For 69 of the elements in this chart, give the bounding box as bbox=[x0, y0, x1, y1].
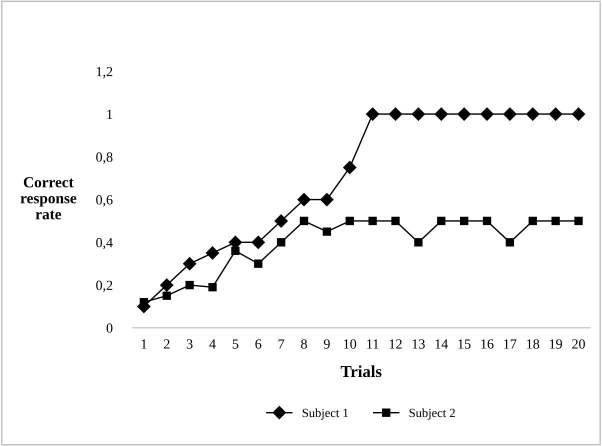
point bbox=[482, 216, 492, 226]
point bbox=[391, 216, 400, 226]
point bbox=[274, 214, 288, 228]
point bbox=[183, 257, 196, 270]
point bbox=[320, 192, 334, 206]
x-tick-label: 10 bbox=[344, 339, 356, 349]
point bbox=[366, 108, 380, 121]
x-tick-label: 12 bbox=[390, 339, 402, 349]
x-tick-label: 5 bbox=[232, 339, 238, 349]
y-axis-title: Correct response rate bbox=[20, 177, 76, 220]
point bbox=[208, 283, 217, 292]
x-tick-label: 13 bbox=[412, 339, 425, 349]
legend-label: Subject 1 bbox=[302, 408, 348, 420]
point bbox=[574, 216, 583, 226]
x-tick-label: 8 bbox=[301, 339, 307, 349]
x-tick-label: 11 bbox=[367, 339, 378, 349]
point bbox=[231, 246, 240, 256]
point bbox=[414, 238, 423, 246]
x-tick-label: 6 bbox=[255, 339, 262, 349]
x-tick-label: 7 bbox=[278, 339, 284, 349]
x-tick-label: 4 bbox=[209, 339, 216, 349]
y-tick-label: 0 bbox=[106, 323, 112, 333]
point bbox=[528, 216, 537, 226]
point bbox=[254, 260, 262, 268]
point bbox=[228, 236, 242, 249]
x-tick-label: 16 bbox=[481, 339, 494, 349]
point bbox=[412, 108, 425, 121]
x-tick-label: 19 bbox=[550, 339, 562, 349]
point bbox=[160, 278, 174, 292]
point bbox=[551, 216, 560, 226]
point bbox=[460, 216, 468, 226]
x-tick-label: 2 bbox=[164, 339, 170, 349]
y-tick-label: 0,6 bbox=[96, 195, 113, 207]
point bbox=[343, 160, 356, 174]
point bbox=[549, 108, 562, 121]
point bbox=[322, 227, 332, 236]
point bbox=[276, 238, 286, 246]
x-tick-label: 1 bbox=[142, 339, 147, 349]
x-tick-label: 17 bbox=[504, 339, 516, 349]
point bbox=[458, 108, 471, 121]
y-tick-label: 0,4 bbox=[96, 238, 113, 250]
x-tick-label: 15 bbox=[458, 339, 471, 349]
point bbox=[572, 108, 586, 121]
point bbox=[206, 246, 220, 260]
point bbox=[434, 108, 448, 121]
x-tick-label: 14 bbox=[436, 339, 448, 349]
x-tick-label: 9 bbox=[324, 339, 330, 349]
y-tick-label: 1,2 bbox=[96, 66, 112, 78]
y-tick-label: 1 bbox=[107, 110, 112, 119]
point bbox=[297, 192, 311, 206]
point bbox=[252, 236, 265, 249]
x-axis-title: Trials bbox=[340, 365, 382, 378]
point bbox=[437, 216, 446, 226]
x-tick-label: 18 bbox=[527, 339, 540, 349]
point bbox=[388, 108, 402, 121]
x-tick-label: 20 bbox=[572, 339, 585, 349]
point bbox=[480, 108, 494, 121]
point bbox=[162, 292, 171, 300]
legend-label: Subject 2 bbox=[410, 408, 455, 420]
y-tick-label: 0,2 bbox=[96, 280, 112, 292]
point bbox=[506, 238, 514, 246]
point bbox=[368, 216, 377, 226]
point bbox=[185, 280, 194, 290]
point bbox=[300, 216, 308, 226]
x-tick-label: 3 bbox=[186, 339, 193, 349]
point bbox=[526, 108, 540, 121]
point bbox=[503, 108, 516, 121]
y-tick-label: 0,8 bbox=[96, 152, 112, 164]
point bbox=[346, 216, 354, 226]
